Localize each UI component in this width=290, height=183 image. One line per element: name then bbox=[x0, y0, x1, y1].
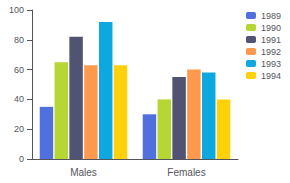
svg-text:1991: 1991 bbox=[261, 35, 281, 45]
svg-text:1992: 1992 bbox=[261, 47, 281, 57]
svg-text:1990: 1990 bbox=[261, 23, 281, 33]
svg-text:100: 100 bbox=[9, 5, 24, 15]
svg-text:60: 60 bbox=[14, 65, 24, 75]
svg-text:80: 80 bbox=[14, 35, 24, 45]
svg-text:1989: 1989 bbox=[261, 11, 281, 21]
svg-text:40: 40 bbox=[14, 94, 24, 104]
svg-text:1993: 1993 bbox=[261, 59, 281, 69]
svg-text:20: 20 bbox=[14, 124, 24, 134]
svg-text:Males: Males bbox=[70, 167, 97, 178]
svg-text:Females: Females bbox=[167, 167, 205, 178]
svg-text:1994: 1994 bbox=[261, 71, 281, 81]
svg-text:0: 0 bbox=[19, 154, 24, 164]
